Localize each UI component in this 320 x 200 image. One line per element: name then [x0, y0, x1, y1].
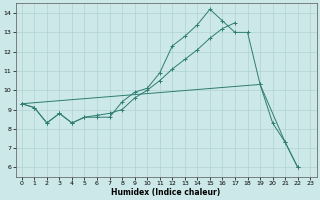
X-axis label: Humidex (Indice chaleur): Humidex (Indice chaleur): [111, 188, 221, 197]
